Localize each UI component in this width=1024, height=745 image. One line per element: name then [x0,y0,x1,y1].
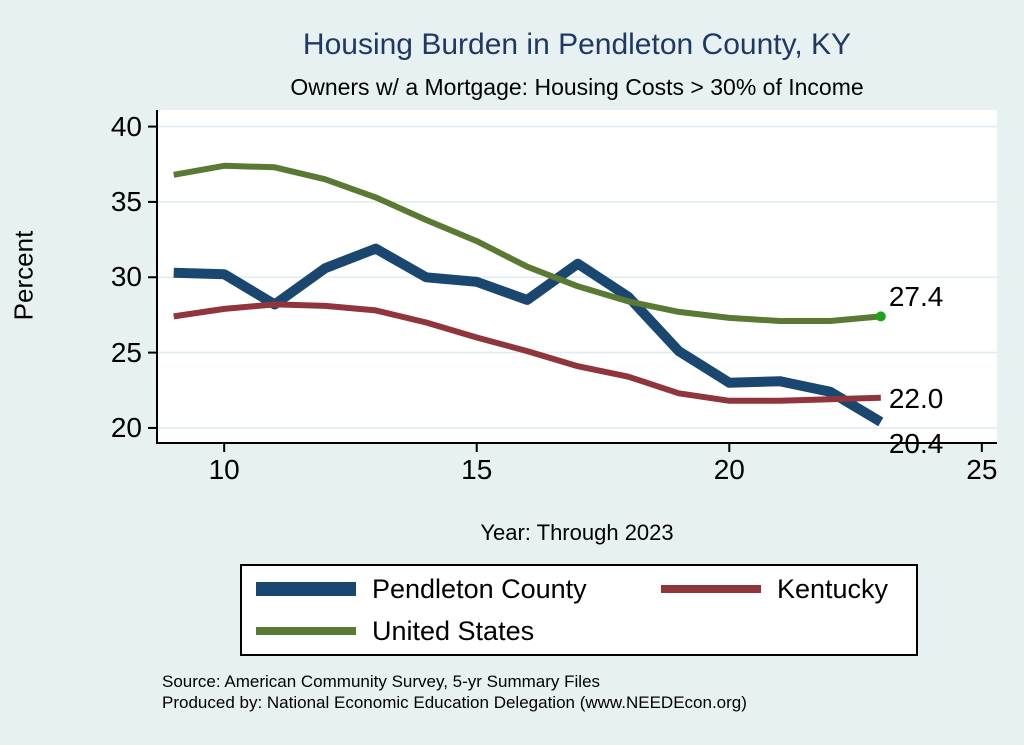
legend-entry: Pendleton County [256,574,661,605]
source-notes: Source: American Community Survey, 5-yr … [162,671,747,713]
legend-swatch-kentucky [661,585,761,593]
chart-title: Housing Burden in Pendleton County, KY [302,28,852,61]
series-end-marker [875,311,886,322]
series-line-kentucky [173,301,881,404]
legend-label: United States [372,615,535,646]
legend-swatch-united-states [256,627,356,635]
x-tick-label: 15 [461,454,493,485]
y-tick-label: 20 [110,411,142,443]
x-tick-label: 25 [966,454,998,485]
x-tick-label: 10 [208,454,240,485]
legend-swatch-pendleton-county [256,582,356,596]
x-tick-label: 20 [713,454,745,485]
legend-label: Pendleton County [372,573,587,604]
legend-label: Kentucky [777,573,889,604]
y-tick-label: 35 [110,185,142,217]
series-line-pendleton-county [173,243,884,427]
legend: Pendleton County Kentucky United States [240,564,918,656]
x-axis-title: Year: Through 2023 [480,520,674,545]
y-tick-label: 30 [110,261,142,293]
series-end-label: 20.4 [888,427,944,459]
series-line-united-states [173,162,882,324]
series-end-label: 22.0 [888,382,944,414]
legend-entry: United States [256,616,661,647]
legend-entry: Kentucky [661,574,916,605]
produced-by-line: Produced by: National Economic Education… [162,693,747,712]
y-tick-label: 25 [110,336,142,368]
series-end-label: 27.4 [888,281,944,313]
chart-subtitle: Owners w/ a Mortgage: Housing Costs > 30… [290,74,864,100]
y-tick-label: 40 [110,110,142,142]
source-line: Source: American Community Survey, 5-yr … [162,672,601,691]
